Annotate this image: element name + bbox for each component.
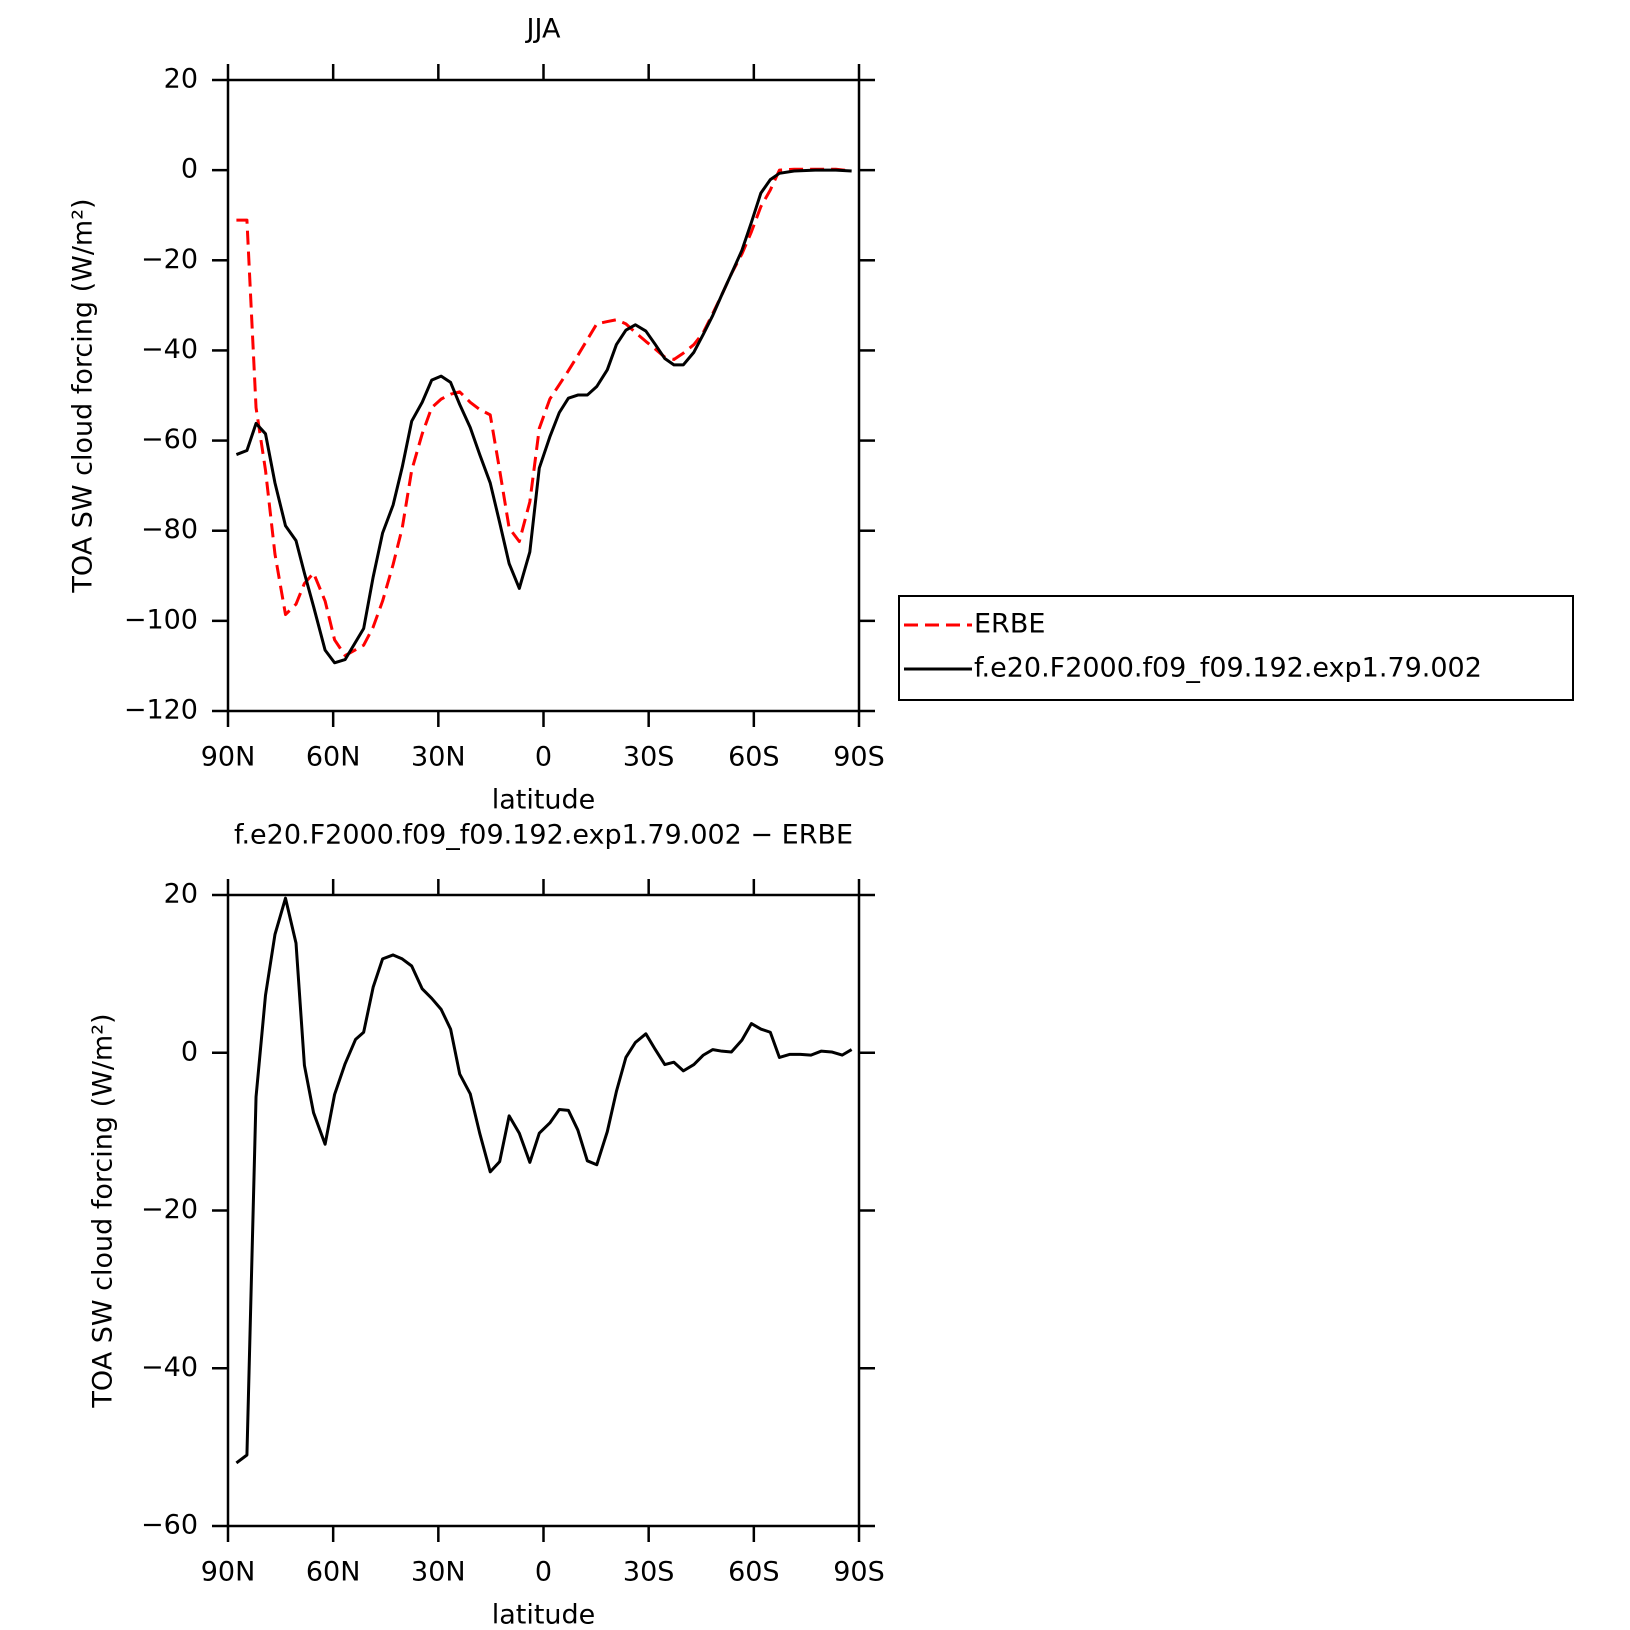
chart-title: f.e20.F2000.f09_f09.192.exp1.79.002 − ER…	[234, 820, 853, 851]
x-tick-label: 60S	[728, 1557, 780, 1588]
plot-frame	[226, 78, 861, 713]
x-tick-label: 90S	[833, 1557, 885, 1588]
x-axis-title: latitude	[492, 1600, 596, 1630]
legend-label: f.e20.F2000.f09_f09.192.exp1.79.002	[974, 653, 1482, 684]
y-tick-label: −40	[141, 1352, 198, 1383]
y-tick-label: 20	[164, 64, 198, 95]
y-tick-label: −60	[141, 1510, 198, 1541]
y-tick-label: −120	[124, 695, 198, 726]
y-tick-label: −40	[141, 334, 198, 365]
chart-title: JJA	[525, 14, 561, 45]
y-tick-label: −60	[141, 424, 198, 455]
y-tick-label: 0	[181, 154, 198, 185]
x-tick-label: 60N	[306, 742, 361, 773]
x-tick-label: 60S	[728, 742, 780, 773]
y-tick-label: 20	[164, 879, 198, 910]
plot-frame	[226, 893, 861, 1528]
series-line	[235, 896, 853, 1465]
y-tick-label: −20	[141, 244, 198, 275]
x-tick-label: 0	[535, 1557, 552, 1588]
legend-box	[898, 595, 1574, 701]
x-tick-label: 90N	[201, 742, 256, 773]
series-line	[236, 167, 852, 658]
x-tick-label: 30S	[623, 742, 675, 773]
y-tick-label: −100	[124, 604, 198, 635]
y-axis-title: TOA SW cloud forcing (W/m²)	[88, 1013, 119, 1408]
y-tick-label: −80	[141, 514, 198, 545]
x-tick-label: 90S	[833, 742, 885, 773]
x-tick-label: 30N	[411, 742, 466, 773]
x-tick-label: 90N	[201, 1557, 256, 1588]
y-tick-label: −20	[141, 1194, 198, 1225]
x-tick-label: 60N	[306, 1557, 361, 1588]
y-tick-label: 0	[181, 1036, 198, 1067]
series-line	[235, 168, 852, 665]
legend-label: ERBE	[974, 609, 1045, 640]
x-tick-label: 0	[535, 742, 552, 773]
x-axis-title: latitude	[492, 785, 596, 816]
y-axis-title: TOA SW cloud forcing (W/m²)	[68, 198, 99, 593]
x-tick-label: 30N	[411, 1557, 466, 1588]
x-tick-label: 30S	[623, 1557, 675, 1588]
